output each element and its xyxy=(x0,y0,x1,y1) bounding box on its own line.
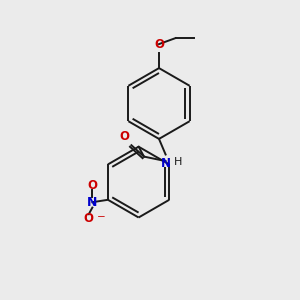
Text: N: N xyxy=(160,157,171,169)
Text: O: O xyxy=(84,212,94,225)
Text: O: O xyxy=(154,38,164,51)
Text: O: O xyxy=(119,130,129,143)
Text: H: H xyxy=(174,157,182,166)
Text: −: − xyxy=(97,212,106,222)
Text: O: O xyxy=(87,179,97,192)
Text: N: N xyxy=(87,196,98,209)
